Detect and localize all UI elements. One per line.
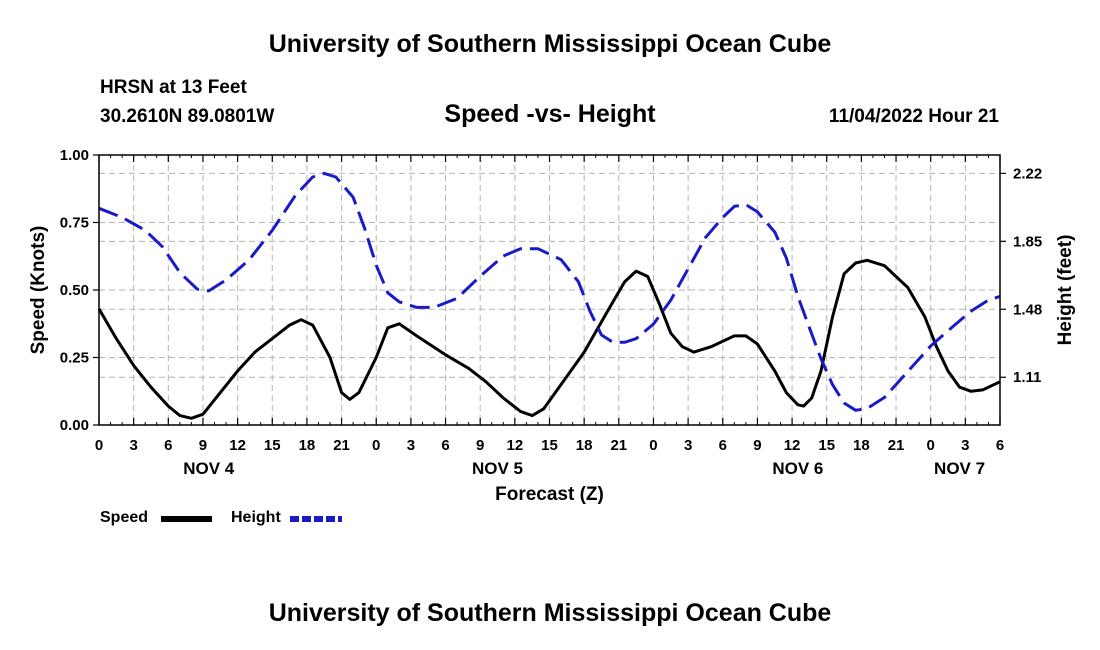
x-tick-label: 3 xyxy=(407,437,415,454)
station-coordinates: 30.2610N 89.0801W xyxy=(100,106,275,127)
y-left-tick-label: 0.00 xyxy=(60,417,89,434)
y-left-tick-label: 1.00 xyxy=(60,147,89,164)
station-label: HRSN at 13 Feet xyxy=(100,77,247,98)
x-tick-label: 21 xyxy=(610,437,627,454)
x-tick-label: 18 xyxy=(576,437,593,454)
x-tick-label: 3 xyxy=(129,437,137,454)
x-tick-label: 12 xyxy=(229,437,246,454)
forecast-timestamp: 11/04/2022 Hour 21 xyxy=(828,106,999,127)
x-tick-label: 0 xyxy=(95,437,103,454)
date-label: NOV 4 xyxy=(183,459,235,478)
y-right-tick-label: 1.48 xyxy=(1013,301,1042,318)
series-lines xyxy=(97,171,1001,420)
date-label: NOV 7 xyxy=(934,459,985,478)
x-tick-label: 18 xyxy=(299,437,316,454)
x-tick-label: 9 xyxy=(199,437,207,454)
series-line-height xyxy=(98,171,1001,412)
x-tick-label: 21 xyxy=(333,437,350,454)
y-left-tick-label: 0.50 xyxy=(60,282,89,299)
y-right-tick-label: 2.22 xyxy=(1013,165,1042,182)
legend-speed-label: Speed xyxy=(100,509,149,526)
axes: 0 3 6 9 12 15 18 21 0 3 6 9 12 15 18 21 0 3 6 9 12 15 18 21 0 3 6N… xyxy=(28,147,1076,505)
x-tick-label: 6 xyxy=(996,437,1004,454)
chart-subtitle: Speed -vs- Height xyxy=(444,100,656,128)
x-tick-label: 15 xyxy=(818,437,835,454)
x-tick-label: 9 xyxy=(753,437,761,454)
x-tick-label: 15 xyxy=(541,437,558,454)
y-right-tick-label: 1.11 xyxy=(1013,369,1041,386)
x-tick-label: 12 xyxy=(784,437,801,454)
y-right-tick-label: 1.85 xyxy=(1013,233,1042,250)
chart-title: University of Southern Mississippi Ocean… xyxy=(268,30,832,58)
x-tick-label: 12 xyxy=(507,437,524,454)
series-line-speed xyxy=(97,258,1001,420)
x-tick-label: 0 xyxy=(649,437,657,454)
legend-height-label: Height xyxy=(231,509,281,526)
y-right-axis-title: Height (feet) xyxy=(1055,235,1076,346)
x-tick-label: 21 xyxy=(888,437,905,454)
x-tick-label: 0 xyxy=(927,437,935,454)
x-tick-label: 18 xyxy=(853,437,870,454)
x-tick-label: 9 xyxy=(476,437,484,454)
x-tick-label: 6 xyxy=(719,437,727,454)
x-tick-label: 3 xyxy=(684,437,692,454)
x-tick-label: 3 xyxy=(961,437,969,454)
x-tick-label: 0 xyxy=(372,437,380,454)
x-tick-label: 6 xyxy=(441,437,449,454)
grid-lines xyxy=(99,154,1000,426)
x-axis-title: Forecast (Z) xyxy=(495,484,604,505)
y-left-tick-label: 0.75 xyxy=(60,215,89,232)
date-label: NOV 6 xyxy=(772,459,823,478)
footer-title: University of Southern Mississippi Ocean… xyxy=(268,599,832,627)
y-left-axis-title: Speed (Knots) xyxy=(28,226,49,355)
x-tick-label: 6 xyxy=(164,437,172,454)
x-tick-label: 15 xyxy=(264,437,281,454)
date-label: NOV 5 xyxy=(472,459,523,478)
y-left-tick-label: 0.25 xyxy=(60,350,89,367)
